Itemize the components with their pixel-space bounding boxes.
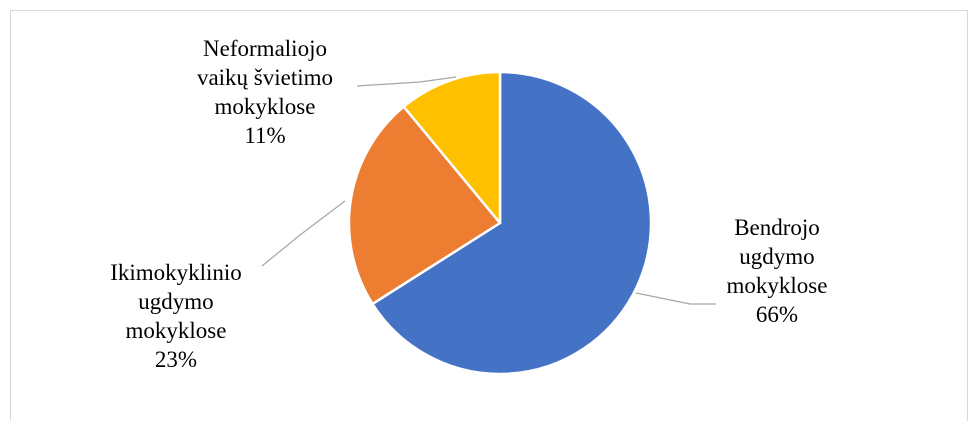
- data-label-neformaliojo-line2: vaikų švietimo: [196, 65, 334, 90]
- leader-line-ikimokyklinio: [261, 200, 346, 267]
- data-label-bendrojo-line2: ugdymo: [739, 244, 815, 269]
- data-label-neformaliojo-line1: Neformaliojo: [203, 36, 327, 61]
- pie-slices: [347, 70, 653, 376]
- data-label-ikimokyklinio: Ikimokyklinio ugdymo mokyklose 23%: [76, 258, 276, 374]
- data-label-ikimokyklinio-percent: 23%: [154, 347, 198, 372]
- data-label-neformaliojo-percent: 11%: [244, 123, 286, 148]
- data-label-bendrojo-line3: mokyklose: [726, 273, 828, 298]
- pie-slice-ikimokyklinio: [347, 105, 502, 306]
- data-label-ikimokyklinio-line3: mokyklose: [125, 318, 227, 343]
- data-label-ikimokyklinio-line1: Ikimokyklinio: [110, 260, 242, 285]
- data-label-neformaliojo-line3: mokyklose: [214, 94, 316, 119]
- data-label-bendrojo-percent: 66%: [755, 302, 799, 327]
- pie-slice-bendrojo: [371, 70, 653, 376]
- data-label-bendrojo: Bendrojo ugdymo mokyklose 66%: [697, 213, 857, 329]
- pie-slice-neformaliojo: [402, 70, 502, 225]
- data-label-ikimokyklinio-line2: ugdymo: [138, 289, 214, 314]
- leader-lines: [261, 76, 716, 305]
- data-label-bendrojo-line1: Bendrojo: [734, 215, 820, 240]
- leader-line-bendrojo: [635, 292, 716, 305]
- leader-line-neformaliojo: [356, 76, 457, 87]
- data-label-neformaliojo: Neformaliojo vaikų švietimo mokyklose 11…: [165, 34, 365, 150]
